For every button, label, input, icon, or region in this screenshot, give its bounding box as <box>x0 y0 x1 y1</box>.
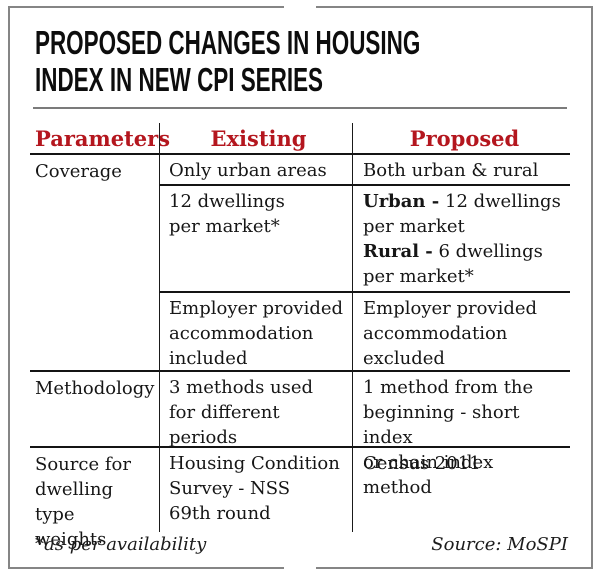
title-divider <box>33 107 567 109</box>
text-segment: per market* <box>363 266 474 287</box>
text-line: Survey - NSS <box>169 478 291 499</box>
text-line: or chain index method <box>363 452 494 498</box>
text-line: accommodation <box>363 323 508 344</box>
text-line: Housing Condition <box>169 453 340 474</box>
title-line-2: INDEX IN NEW CPI SERIES <box>35 61 324 98</box>
page-title: PROPOSED CHANGES IN HOUSING INDEX IN NEW… <box>35 24 600 98</box>
text-line: 1 method from the <box>363 377 534 398</box>
column-header-existing: Existing <box>159 123 352 155</box>
row-label-coverage: Coverage <box>30 155 159 372</box>
bold-segment: Urban - <box>363 191 440 212</box>
text-line: for different <box>169 402 280 423</box>
text-segment: per market <box>363 216 465 237</box>
text-line: Urban - 12 dwellings <box>363 189 566 214</box>
text-segment: 6 dwellings <box>432 241 543 262</box>
text-line: Employer provided <box>169 298 344 319</box>
row-label-source-weights: Source for dwelling type weights <box>30 448 159 550</box>
cell-source-existing: Housing Condition Survey - NSS 69th roun… <box>159 448 352 532</box>
cell-coverage-existing-1: Only urban areas <box>159 155 352 186</box>
title-line-1: PROPOSED CHANGES IN HOUSING <box>35 24 421 61</box>
text-line: per market* <box>169 216 280 237</box>
text-line: periods <box>169 427 238 448</box>
text-line: 69th round <box>169 503 271 524</box>
top-border-gap <box>284 4 316 14</box>
cell-coverage-proposed-1: Both urban & rural <box>352 155 570 186</box>
text-line: beginning - short index <box>363 402 520 448</box>
comparison-table: Parameters Existing Proposed Coverage On… <box>30 123 570 550</box>
cell-coverage-proposed-2: Urban - 12 dwellings per market Rural - … <box>352 186 570 293</box>
text-line: per market* <box>363 264 566 289</box>
cell-source-proposed: Census 2011 <box>352 448 570 532</box>
bold-segment: Rural - <box>363 241 433 262</box>
text-line: dwelling type <box>35 479 113 525</box>
cell-coverage-existing-2: 12 dwellings per market* <box>159 186 352 293</box>
text-line: included <box>169 348 248 369</box>
text-line: 3 methods used <box>169 377 314 398</box>
bottom-border-gap <box>284 562 316 572</box>
cell-coverage-existing-3: Employer provided accommodation included <box>159 293 352 372</box>
column-header-proposed: Proposed <box>352 123 570 155</box>
text-line: excluded <box>363 348 445 369</box>
text-line: Source for <box>35 454 131 475</box>
text-line: weights <box>35 529 107 550</box>
text-line: per market <box>363 214 566 239</box>
text-line: Employer provided <box>363 298 538 319</box>
cell-methodology-proposed: 1 method from the beginning - short inde… <box>352 372 570 498</box>
cell-coverage-proposed-3: Employer provided accommodation excluded <box>352 293 570 372</box>
text-line: 12 dwellings <box>169 191 285 212</box>
footnote: *as per availability <box>35 534 207 555</box>
row-label-methodology: Methodology <box>30 372 159 448</box>
source-credit: Source: MoSPI <box>431 534 568 555</box>
cell-methodology-existing: 3 methods used for different periods <box>159 372 352 448</box>
text-line: Rural - 6 dwellings <box>363 239 566 264</box>
text-line: accommodation <box>169 323 314 344</box>
column-header-parameters: Parameters <box>30 123 170 155</box>
text-segment: 12 dwellings <box>439 191 561 212</box>
